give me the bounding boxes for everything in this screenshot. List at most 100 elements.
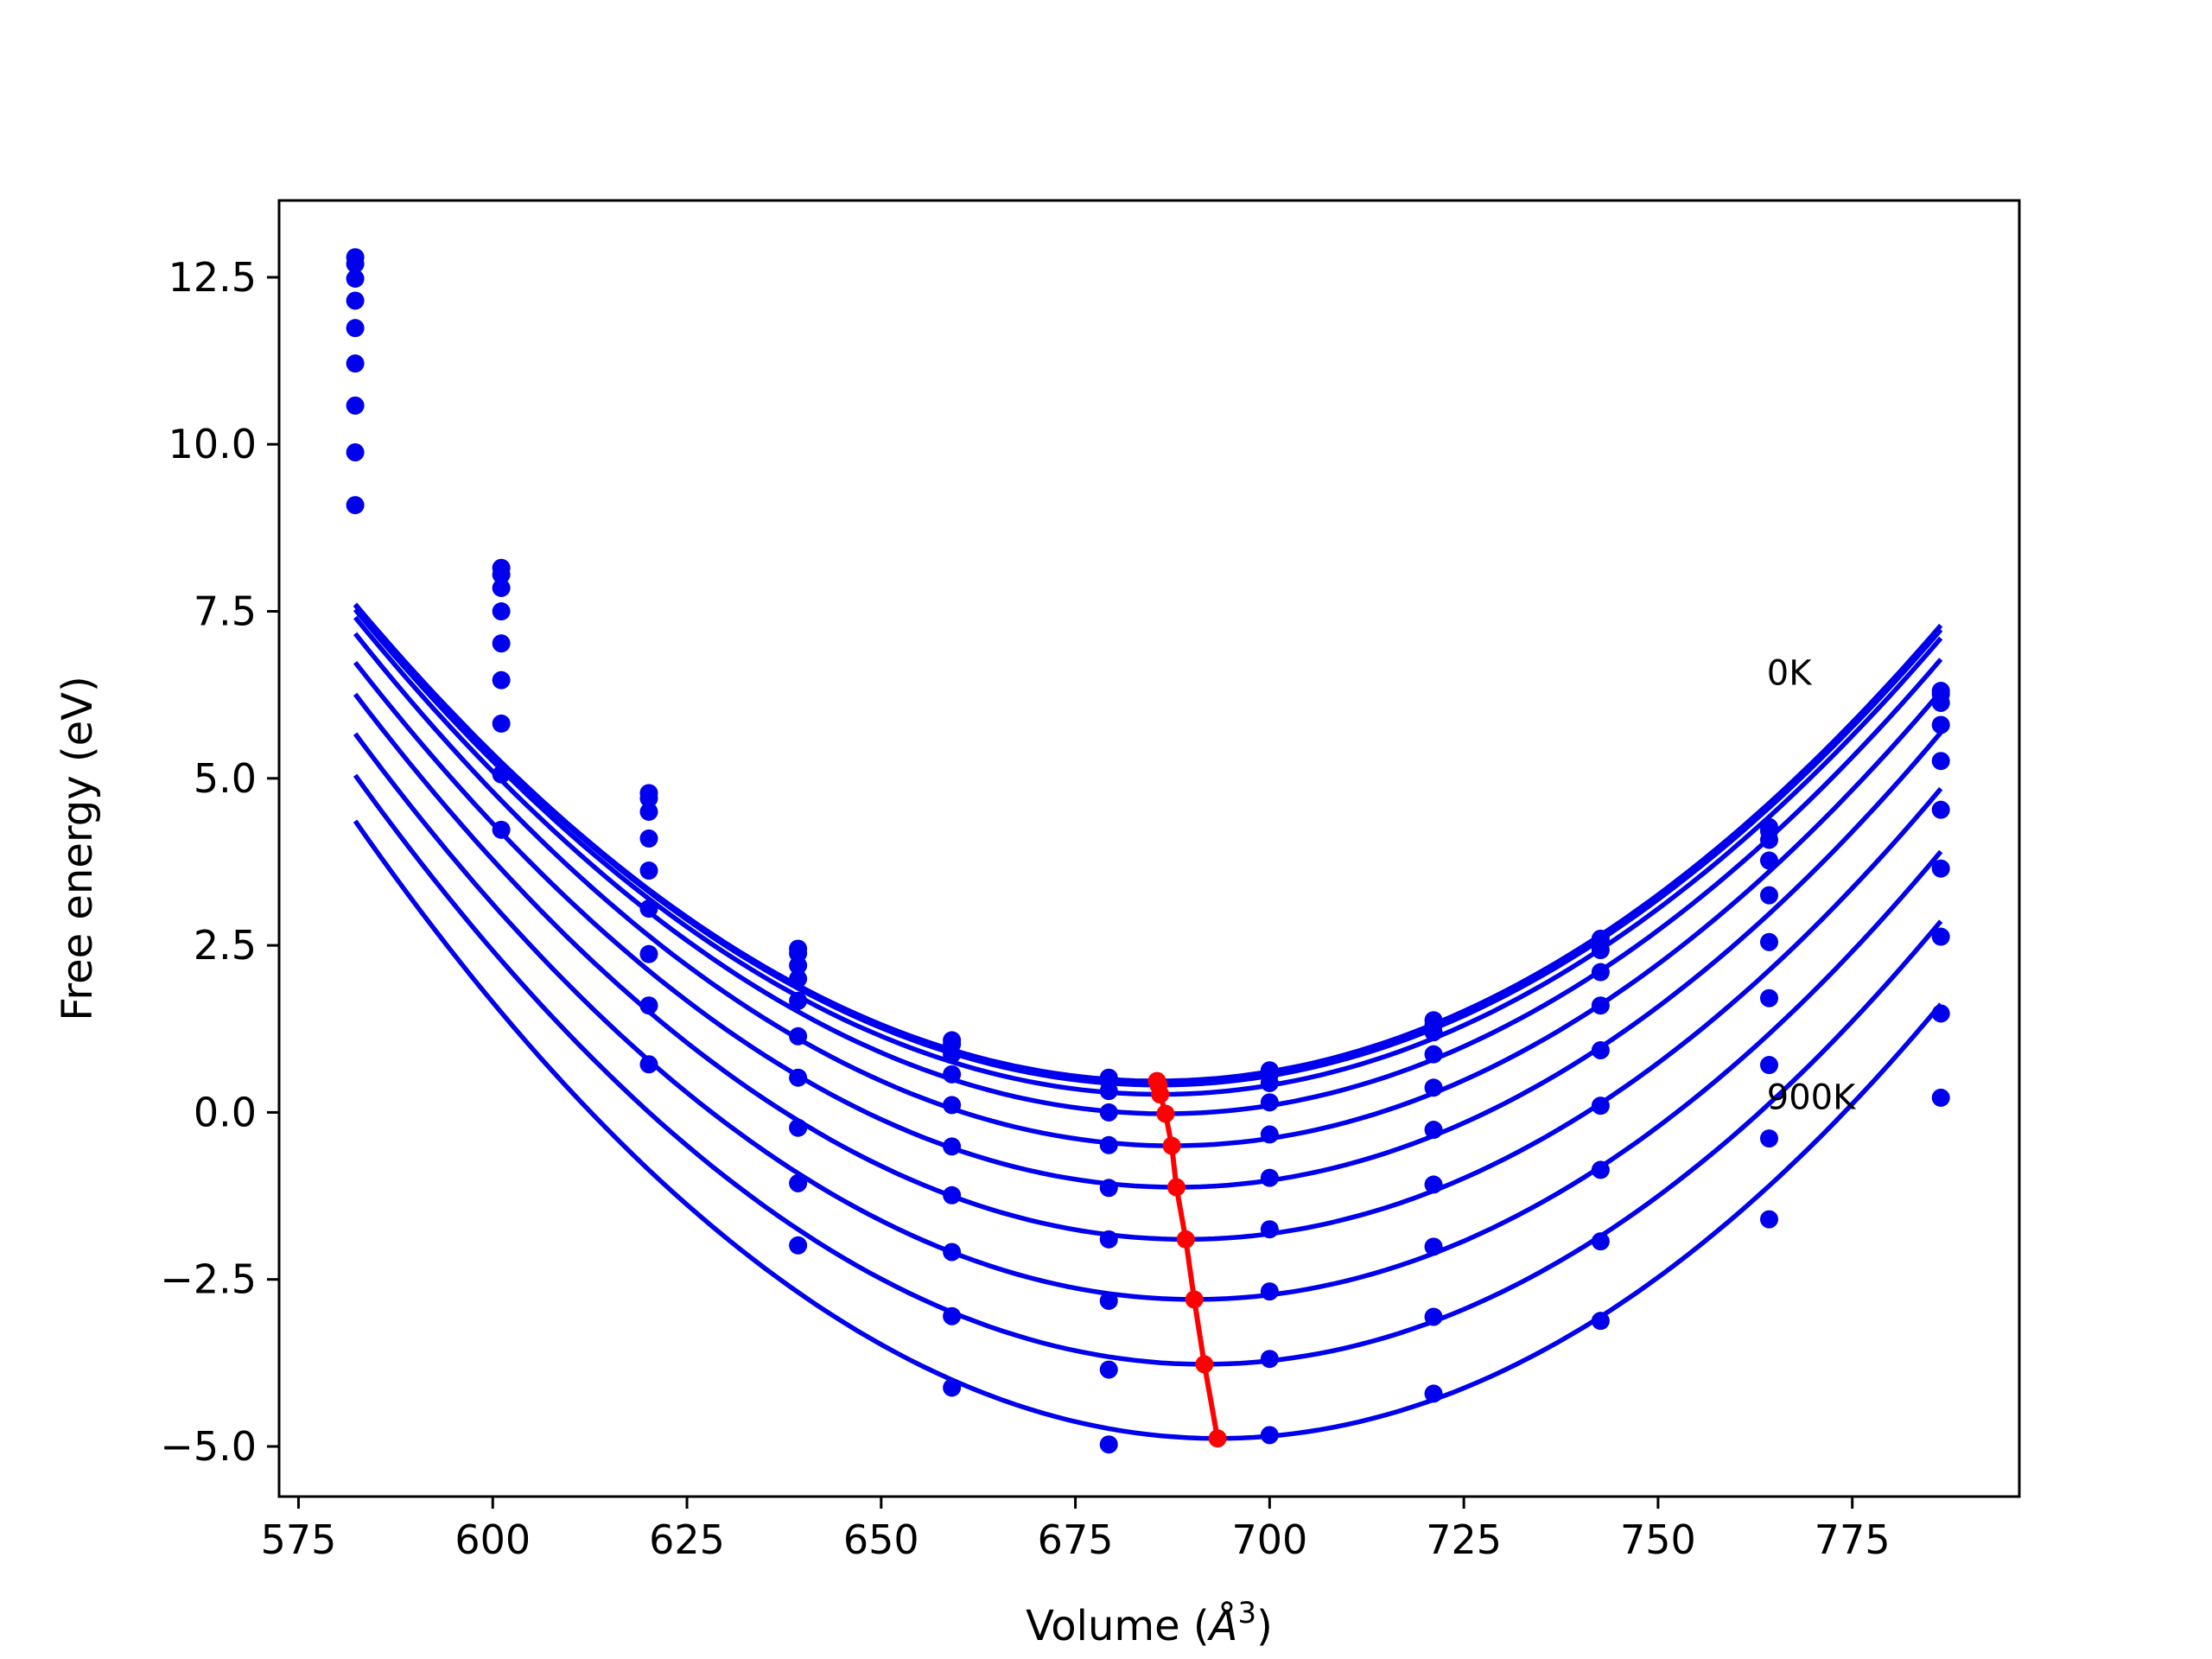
data-point-s9-p6 bbox=[1260, 1426, 1279, 1445]
data-point-s5-p10 bbox=[1931, 800, 1950, 819]
data-point-s5-p6 bbox=[1260, 1168, 1279, 1187]
annotation-900k: 900K bbox=[1767, 1078, 1857, 1118]
minimum-point-6 bbox=[1176, 1230, 1195, 1249]
data-point-s3-p1 bbox=[492, 602, 511, 621]
data-point-s8-p4 bbox=[943, 1306, 962, 1325]
data-point-s6-p9 bbox=[1759, 988, 1778, 1007]
data-point-s4-p4 bbox=[943, 1096, 962, 1115]
data-point-s3-p0 bbox=[346, 291, 365, 310]
data-point-s2-p4 bbox=[943, 1045, 962, 1064]
data-point-s3-p6 bbox=[1260, 1093, 1279, 1112]
minimum-point-4 bbox=[1162, 1136, 1181, 1155]
data-point-s5-p5 bbox=[1099, 1179, 1118, 1198]
data-point-s6-p1 bbox=[492, 714, 511, 733]
data-point-s7-p9 bbox=[1759, 1056, 1778, 1075]
x-tick-label-575: 575 bbox=[261, 1516, 337, 1563]
data-point-s6-p10 bbox=[1931, 859, 1950, 878]
minimum-point-7 bbox=[1185, 1290, 1204, 1309]
data-point-s8-p7 bbox=[1424, 1307, 1443, 1326]
y-tick-label-5: 0.0 bbox=[194, 1089, 257, 1135]
y-tick-label-3: 5.0 bbox=[194, 755, 257, 802]
data-point-s7-p5 bbox=[1099, 1291, 1118, 1310]
data-point-s3-p10 bbox=[1931, 715, 1950, 734]
y-tick-label-7: −5.0 bbox=[160, 1423, 257, 1470]
data-point-s6-p8 bbox=[1591, 1096, 1610, 1116]
data-point-s1-p1 bbox=[492, 565, 511, 584]
data-point-s7-p6 bbox=[1260, 1282, 1279, 1301]
data-point-s4-p5 bbox=[1099, 1135, 1118, 1154]
data-point-s8-p9 bbox=[1759, 1129, 1778, 1148]
data-point-s5-p2 bbox=[639, 899, 658, 918]
y-tick-label-1: 10.0 bbox=[168, 421, 257, 467]
data-point-s2-p7 bbox=[1424, 1023, 1443, 1042]
x-tick-label-725: 725 bbox=[1426, 1516, 1502, 1563]
data-point-s8-p1 bbox=[492, 820, 511, 839]
data-point-s2-p0 bbox=[346, 269, 365, 288]
y-tick-label-2: 7.5 bbox=[194, 588, 257, 635]
data-point-s9-p9 bbox=[1759, 1210, 1778, 1229]
annotation-0k: 0K bbox=[1767, 654, 1813, 694]
data-point-s5-p3 bbox=[789, 1027, 808, 1046]
data-point-s7-p0 bbox=[346, 442, 365, 461]
y-axis-label: Free energy (eV) bbox=[54, 676, 102, 1020]
data-point-s4-p8 bbox=[1591, 996, 1610, 1015]
fit-curve-1 bbox=[353, 603, 1943, 1088]
annotations: 0K 900K bbox=[1767, 654, 1857, 1118]
data-point-s7-p10 bbox=[1931, 927, 1950, 946]
data-point-s5-p9 bbox=[1759, 932, 1778, 951]
data-point-s8-p0 bbox=[346, 496, 365, 515]
data-point-s3-p8 bbox=[1591, 963, 1610, 982]
data-point-s4-p1 bbox=[492, 634, 511, 653]
x-tick-label-675: 675 bbox=[1038, 1516, 1114, 1563]
data-point-s6-p7 bbox=[1424, 1175, 1443, 1194]
data-point-s9-p10 bbox=[1931, 1088, 1950, 1107]
data-point-s2-p10 bbox=[1931, 693, 1950, 712]
data-point-s3-p4 bbox=[943, 1065, 962, 1084]
data-point-s4-p3 bbox=[789, 991, 808, 1010]
fit-curve-6 bbox=[353, 692, 1943, 1243]
y-axis-ticks: 12.5 10.0 7.5 5.0 2.5 0.0 −2.5 −5.0 bbox=[160, 254, 279, 1470]
data-point-s8-p8 bbox=[1591, 1232, 1610, 1251]
data-point-s8-p6 bbox=[1260, 1350, 1279, 1369]
x-tick-label-600: 600 bbox=[454, 1516, 531, 1563]
data-point-s6-p3 bbox=[789, 1068, 808, 1087]
data-point-s2-p8 bbox=[1591, 941, 1610, 960]
plot-area-frame bbox=[277, 199, 2021, 1498]
data-point-s6-p5 bbox=[1099, 1230, 1118, 1249]
data-point-s2-p9 bbox=[1759, 830, 1778, 849]
data-point-s8-p2 bbox=[639, 1055, 658, 1074]
data-point-s7-p3 bbox=[789, 1118, 808, 1137]
data-point-s2-p5 bbox=[1099, 1082, 1118, 1101]
fit-curve-3 bbox=[353, 615, 1943, 1116]
fit-curves bbox=[353, 602, 1943, 1441]
data-point-s3-p9 bbox=[1759, 851, 1778, 870]
fit-curve-9 bbox=[353, 819, 1943, 1441]
x-tick-label-775: 775 bbox=[1815, 1516, 1891, 1563]
minima-line bbox=[1154, 1080, 1221, 1440]
data-point-s9-p4 bbox=[943, 1378, 962, 1397]
data-point-s4-p0 bbox=[346, 319, 365, 338]
data-point-s5-p0 bbox=[346, 354, 365, 373]
data-point-s5-p4 bbox=[943, 1137, 962, 1156]
data-point-s7-p7 bbox=[1424, 1237, 1443, 1256]
data-point-s7-p2 bbox=[639, 996, 658, 1015]
data-point-s9-p3 bbox=[789, 1236, 808, 1255]
minimum-point-2 bbox=[1151, 1085, 1170, 1104]
data-point-s3-p3 bbox=[789, 969, 808, 988]
data-point-s9-p5 bbox=[1099, 1435, 1118, 1454]
data-point-s5-p7 bbox=[1424, 1121, 1443, 1140]
data-point-s4-p10 bbox=[1931, 752, 1950, 771]
data-point-s9-p8 bbox=[1591, 1312, 1610, 1331]
data-points bbox=[346, 248, 1950, 1454]
data-point-s7-p8 bbox=[1591, 1160, 1610, 1179]
data-point-s6-p4 bbox=[943, 1185, 962, 1205]
data-point-s7-p1 bbox=[492, 765, 511, 784]
data-point-s2-p3 bbox=[789, 956, 808, 975]
x-tick-label-650: 650 bbox=[843, 1516, 919, 1563]
minima-track bbox=[1147, 1071, 1227, 1448]
y-tick-label-4: 2.5 bbox=[194, 922, 257, 969]
data-point-s6-p2 bbox=[639, 944, 658, 963]
data-point-s8-p3 bbox=[789, 1173, 808, 1192]
